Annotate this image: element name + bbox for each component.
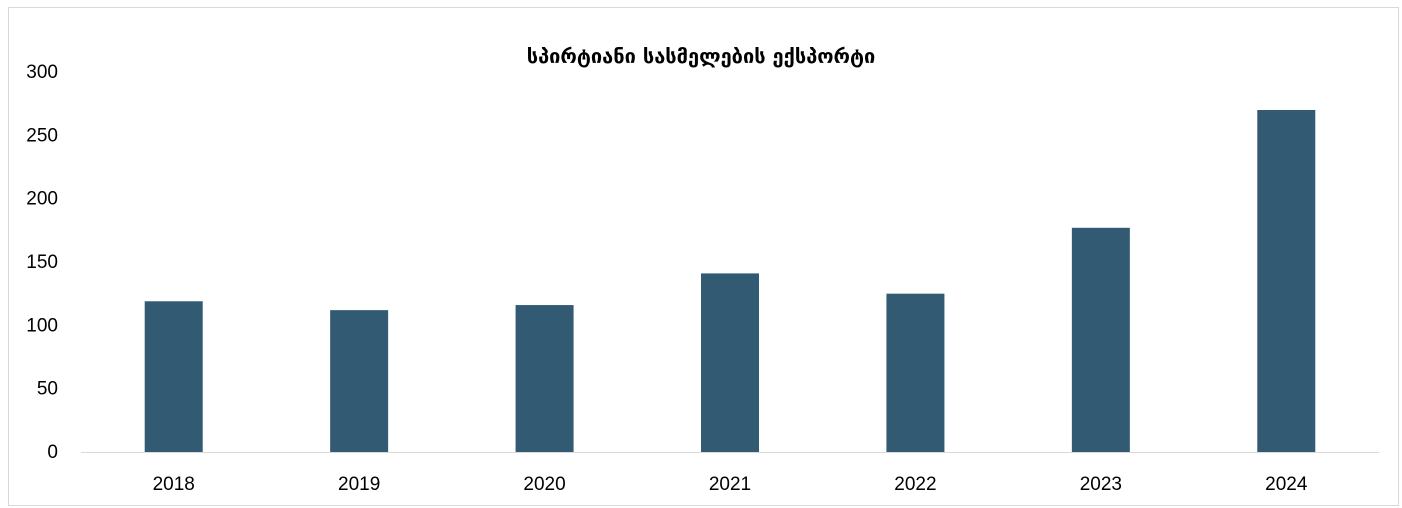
bar-2022	[886, 293, 945, 452]
bar-2023	[1071, 227, 1130, 452]
bar-2021	[701, 273, 759, 452]
chart-title: სპირტიანი სასმელების ექსპორტი	[527, 44, 876, 68]
y-tick-label: 100	[26, 315, 58, 336]
bar-2018	[144, 301, 203, 452]
y-tick-label: 0	[47, 442, 58, 463]
y-tick-label: 300	[26, 62, 58, 83]
x-tick-label: 2018	[153, 474, 195, 495]
y-tick-label: 50	[37, 379, 58, 400]
x-tick-label: 2022	[894, 474, 936, 495]
bar-2020	[515, 305, 574, 452]
y-tick-label: 150	[26, 252, 58, 273]
bar-2024	[1257, 110, 1316, 452]
x-axis-ticks: 2018 2019 2020 2021 2022 2023 2024	[153, 474, 1308, 495]
x-tick-label: 2024	[1265, 474, 1308, 495]
x-tick-label: 2020	[523, 474, 565, 495]
x-tick-label: 2019	[338, 474, 380, 495]
bars	[144, 110, 1316, 452]
y-axis-ticks: 0 50 100 150 200 250 300	[26, 62, 58, 463]
y-tick-label: 250	[26, 125, 58, 146]
y-tick-label: 200	[26, 189, 58, 210]
bar-2019	[330, 310, 389, 452]
x-tick-label: 2023	[1080, 474, 1122, 495]
x-tick-label: 2021	[709, 474, 751, 495]
